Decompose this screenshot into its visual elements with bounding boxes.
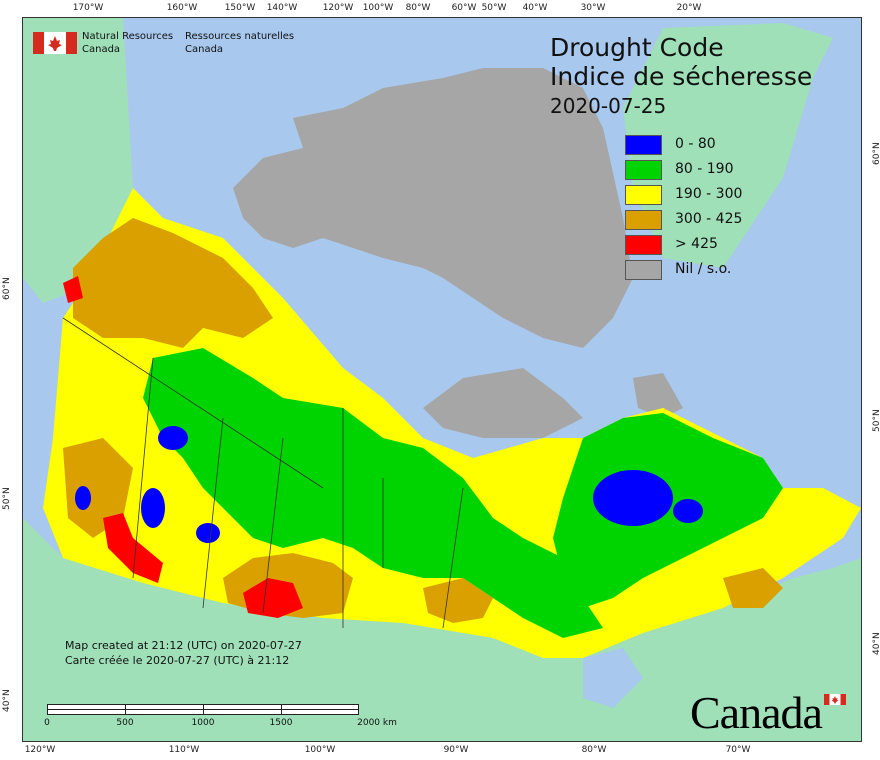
legend-swatch: [625, 135, 662, 155]
tick-right: 50°N: [872, 409, 880, 432]
tick-bottom: 80°W: [581, 745, 607, 755]
canada-flag-icon: [33, 32, 77, 54]
ungava-nodata: [423, 368, 583, 438]
tick-right: 60°N: [872, 142, 880, 165]
drought-80-190-central: [143, 348, 603, 638]
org-name-en-line1: Natural Resources: [82, 31, 174, 42]
map-title: Drought Code Indice de sécheresse 2020-0…: [550, 33, 812, 119]
drought-300-425-east: [723, 568, 783, 608]
alaska-landmass: [23, 18, 133, 303]
arctic-islands: [233, 68, 633, 348]
drought-0-80-nwt: [158, 426, 188, 450]
tick-left: 60°N: [2, 277, 12, 300]
caption-created-en: Map created at 21:12 (UTC) on 2020-07-27: [65, 639, 302, 652]
scale-label: 1500: [269, 718, 293, 728]
org-name-fr: Ressources naturelles Canada: [185, 30, 294, 56]
tick-bottom: 90°W: [443, 745, 469, 755]
wordmark-text: Canada: [690, 687, 823, 738]
scale-bar-graphic: [47, 704, 359, 715]
drought-425-yukon: [63, 276, 83, 303]
labrador-nodata: [633, 373, 683, 418]
scale-label: 2000 km: [357, 718, 397, 728]
legend-label: 300 - 425: [675, 211, 743, 227]
wordmark-flag-icon: [824, 694, 846, 705]
drought-0-80-quebec: [593, 470, 673, 526]
tick-left: 50°N: [2, 487, 12, 510]
drought-0-80-quebec-2: [673, 499, 703, 523]
great-lakes: [583, 648, 643, 708]
title-en: Drought Code: [550, 33, 724, 62]
drought-0-80-alberta-2: [196, 523, 220, 543]
legend-swatch: [625, 235, 662, 255]
drought-300-425-west: [73, 218, 273, 348]
legend-swatch: [625, 210, 662, 230]
greenland-landmass: [623, 23, 833, 268]
tick-right: 40°N: [872, 632, 880, 655]
canada-wordmark: Canada: [690, 686, 846, 739]
caption-created-fr: Carte créée le 2020-07-27 (UTC) à 21:12: [65, 654, 290, 667]
drought-300-425-bc: [63, 438, 133, 538]
drought-0-80-alberta: [141, 488, 165, 528]
scale-label: 1000: [191, 718, 215, 728]
tick-top: 20°W: [676, 3, 702, 13]
tick-bottom: 70°W: [725, 745, 751, 755]
tick-top: 40°W: [522, 3, 548, 13]
map-date: 2020-07-25: [550, 94, 667, 118]
tick-bottom: 110°W: [168, 745, 200, 755]
legend-swatch: [625, 185, 662, 205]
org-name-fr-line1: Ressources naturelles: [185, 31, 295, 42]
provincial-borders: [62, 317, 464, 629]
title-fr: Indice de sécheresse: [550, 62, 813, 91]
tick-top: 160°W: [166, 3, 198, 13]
tick-bottom: 100°W: [304, 745, 336, 755]
drought-map[interactable]: [23, 18, 861, 741]
legend-label: 190 - 300: [675, 186, 743, 202]
legend-label: > 425: [675, 236, 718, 252]
tick-top: 100°W: [362, 3, 394, 13]
legend-label: Nil / s.o.: [675, 261, 732, 277]
drought-300-425-ontario: [423, 578, 493, 623]
tick-top: 80°W: [405, 3, 431, 13]
tick-bottom: 120°W: [24, 745, 56, 755]
legend-swatch: [625, 260, 662, 280]
tick-top: 50°W: [481, 3, 507, 13]
legend-swatch: [625, 160, 662, 180]
drought-425-bc: [103, 513, 163, 583]
org-name-en: Natural Resources Canada: [82, 30, 173, 56]
org-name-fr-line2: Canada: [185, 44, 224, 55]
scale-label: 500: [116, 718, 134, 728]
tick-top: 30°W: [580, 3, 606, 13]
tick-top: 120°W: [322, 3, 354, 13]
legend-label: 80 - 190: [675, 161, 734, 177]
tick-top: 60°W: [451, 3, 477, 13]
tick-top: 170°W: [72, 3, 104, 13]
tick-top: 150°W: [224, 3, 256, 13]
drought-425-alberta: [243, 578, 303, 618]
drought-0-80-bc: [75, 486, 91, 510]
map-frame: [22, 17, 862, 742]
tick-left: 40°N: [2, 689, 12, 712]
org-name-en-line2: Canada: [82, 44, 121, 55]
scale-label: 0: [44, 718, 50, 728]
tick-top: 140°W: [266, 3, 298, 13]
legend-label: 0 - 80: [675, 136, 716, 152]
